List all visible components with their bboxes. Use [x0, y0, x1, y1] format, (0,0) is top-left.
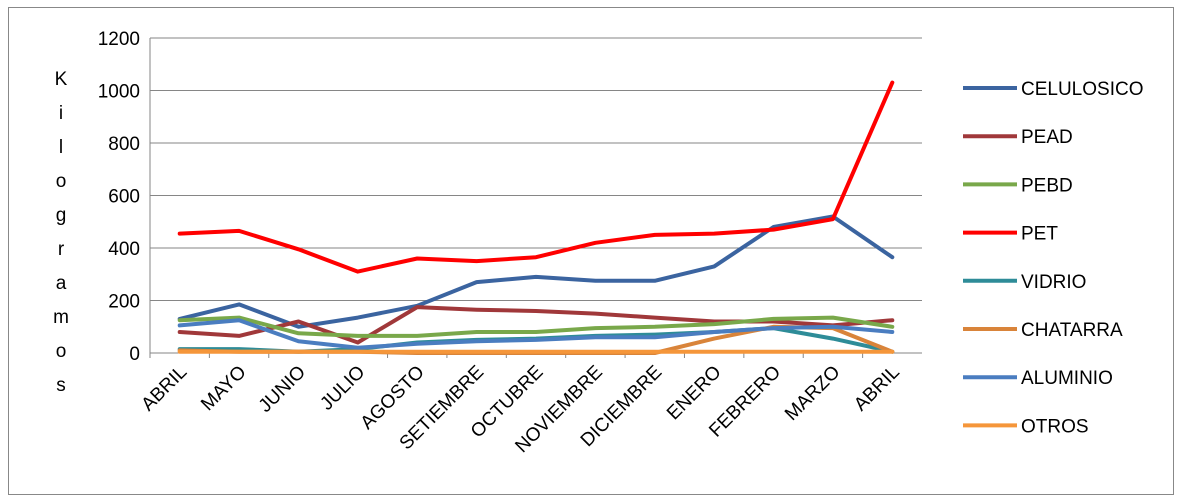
y-tick-label: 1000 — [98, 82, 140, 103]
series-line-celulosico — [177, 214, 895, 329]
legend-label: VIDRIO — [1021, 272, 1086, 293]
x-tick-label: JULIO — [316, 362, 369, 415]
y-axis-label-char: s — [56, 375, 66, 396]
x-tick-label: ABRIL — [850, 362, 904, 416]
grid — [150, 37, 922, 354]
y-axis-label-char: i — [59, 103, 63, 124]
y-tick-label: 200 — [108, 292, 140, 313]
legend-label: CELULOSICO — [1021, 79, 1143, 100]
y-axis-label-char: a — [56, 273, 67, 294]
series-line-pet — [177, 80, 895, 274]
y-axis-label-char: o — [56, 171, 67, 192]
series-lines — [177, 80, 895, 355]
series-line-aluminio — [177, 318, 895, 350]
x-tick-label: MAYO — [197, 362, 250, 415]
legend: CELULOSICO PEAD PEBD PET VIDRIO CHATARRA ALUMI… — [963, 79, 1143, 437]
x-axis: ABRIL MAYO JUNIO JULIOAGOSTOSETIEMBREOCTUBR… — [138, 353, 904, 457]
y-axis-label-char: r — [58, 239, 65, 260]
x-tick-label: MARZO — [781, 362, 844, 425]
legend-label: ALUMINIO — [1021, 368, 1113, 389]
y-axis-label-char: m — [53, 307, 69, 328]
y-tick-label: 400 — [108, 239, 140, 260]
series-line-pead — [177, 305, 895, 345]
y-axis-label-char: g — [56, 205, 67, 226]
x-tick-label: ABRIL — [138, 362, 192, 416]
x-tick-label: JUNIO — [255, 362, 310, 417]
series-line-pebd — [177, 315, 895, 338]
y-tick-label: 0 — [129, 344, 140, 365]
legend-label: CHATARRA — [1021, 320, 1123, 341]
y-axis-label-char: K — [55, 69, 68, 90]
y-axis: 0 200 400 600 800 1000 1200 — [98, 29, 151, 365]
y-axis-label-char: o — [56, 341, 67, 362]
legend-label: PET — [1021, 224, 1058, 245]
legend-label: PEBD — [1021, 175, 1073, 196]
y-tick-label: 600 — [108, 187, 140, 208]
legend-label: PEAD — [1021, 127, 1073, 148]
legend-label: OTROS — [1021, 416, 1089, 437]
y-tick-label: 1200 — [98, 29, 140, 50]
y-axis-label-char: l — [59, 137, 63, 158]
y-tick-label: 800 — [108, 134, 140, 155]
